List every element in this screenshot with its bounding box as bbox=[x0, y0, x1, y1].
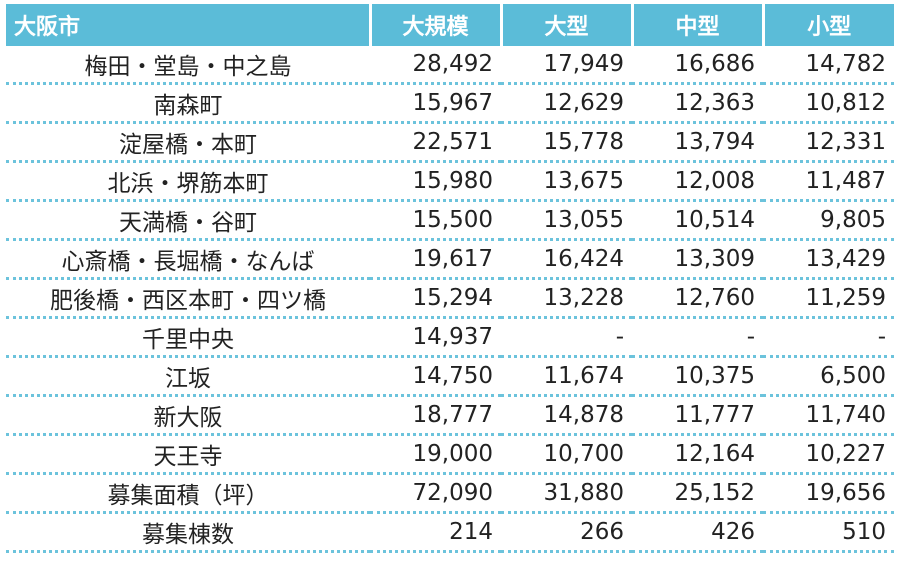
value-cell: 15,778 bbox=[501, 122, 632, 163]
value-cell: 13,794 bbox=[632, 122, 763, 163]
value-cell: 14,782 bbox=[763, 46, 894, 85]
header-cell: 小型 bbox=[761, 4, 894, 46]
value-cell: 14,878 bbox=[501, 395, 632, 436]
value-cell: 9,805 bbox=[763, 200, 894, 241]
value-cell: 14,750 bbox=[370, 356, 501, 397]
row-label: 募集棟数 bbox=[6, 512, 370, 553]
value-cell: - bbox=[501, 317, 632, 358]
value-cell: 15,980 bbox=[370, 161, 501, 202]
value-cell: 17,949 bbox=[501, 46, 632, 85]
table-row: 千里中央 14,937- - - bbox=[6, 317, 894, 358]
value-cell: 266 bbox=[501, 512, 632, 553]
value-cell: 12,331 bbox=[763, 122, 894, 163]
table-row: 淀屋橋・本町 22,571 15,778 13,794 12,331 bbox=[6, 122, 894, 163]
value-cell: 16,686 bbox=[632, 46, 763, 85]
row-label: 募集面積（坪） bbox=[6, 473, 370, 514]
table-row: 天王寺 19,000 10,700 12,164 10,227 bbox=[6, 434, 894, 475]
value-cell: 19,000 bbox=[370, 434, 501, 475]
value-cell: 22,571 bbox=[370, 122, 501, 163]
value-cell: - bbox=[763, 317, 894, 358]
value-cell: 14,937 bbox=[370, 317, 501, 358]
table-container: 大阪市 大規模 大型 中型 小型 梅田・堂島・中之島 28,492 17,949 16,686… bbox=[6, 4, 894, 553]
table-row: 天満橋・谷町 15,500 13,055 10,514 9,805 bbox=[6, 200, 894, 241]
value-cell: 12,760 bbox=[632, 278, 763, 319]
value-cell: 510 bbox=[763, 512, 894, 553]
value-cell: 28,492 bbox=[370, 46, 501, 85]
value-cell: 11,674 bbox=[501, 356, 632, 397]
value-cell: 12,008 bbox=[632, 161, 763, 202]
value-cell: 13,309 bbox=[632, 239, 763, 280]
value-cell: 10,700 bbox=[501, 434, 632, 475]
value-cell: 10,227 bbox=[763, 434, 894, 475]
row-label: 梅田・堂島・中之島 bbox=[6, 46, 370, 85]
table-row: 募集棟数 214 266 426 510 bbox=[6, 512, 894, 553]
value-cell: 13,675 bbox=[501, 161, 632, 202]
value-cell: - bbox=[632, 317, 763, 358]
value-cell: 15,294 bbox=[370, 278, 501, 319]
row-label: 天満橋・谷町 bbox=[6, 200, 370, 241]
row-label: 天王寺 bbox=[6, 434, 370, 475]
table-row: 肥後橋・西区本町・四ツ橋 15,294 13,228 12,760 11,259 bbox=[6, 278, 894, 319]
row-label: 心斎橋・長堀橋・なんば bbox=[6, 239, 370, 280]
value-cell: 12,164 bbox=[632, 434, 763, 475]
table-row: 新大阪 18,777 14,878 11,777 11,740 bbox=[6, 395, 894, 436]
table-row: 北浜・堺筋本町 15,980 13,675 12,008 11,487 bbox=[6, 161, 894, 202]
row-label: 北浜・堺筋本町 bbox=[6, 161, 370, 202]
header-row: 大阪市 大規模 大型 中型 小型 bbox=[6, 4, 894, 46]
value-cell: 18,777 bbox=[370, 395, 501, 436]
value-cell: 12,629 bbox=[501, 83, 632, 124]
value-cell: 11,740 bbox=[763, 395, 894, 436]
value-cell: 426 bbox=[632, 512, 763, 553]
value-cell: 13,055 bbox=[501, 200, 632, 241]
value-cell: 214 bbox=[370, 512, 501, 553]
value-cell: 31,880 bbox=[501, 473, 632, 514]
value-cell: 25,152 bbox=[632, 473, 763, 514]
value-cell: 11,259 bbox=[763, 278, 894, 319]
header-cell: 大規模 bbox=[368, 4, 501, 46]
value-cell: 12,363 bbox=[632, 83, 763, 124]
table-row: 募集面積（坪） 72,090 31,880 25,152 19,656 bbox=[6, 473, 894, 514]
value-cell: 10,812 bbox=[763, 83, 894, 124]
value-cell: 10,514 bbox=[632, 200, 763, 241]
value-cell: 15,967 bbox=[370, 83, 501, 124]
data-table: 大阪市 大規模 大型 中型 小型 梅田・堂島・中之島 28,492 17,949 16,686… bbox=[6, 4, 894, 553]
value-cell: 11,487 bbox=[763, 161, 894, 202]
row-label: 肥後橋・西区本町・四ツ橋 bbox=[6, 278, 370, 319]
value-cell: 13,429 bbox=[763, 239, 894, 280]
row-label: 千里中央 bbox=[6, 317, 370, 358]
table-row: 心斎橋・長堀橋・なんば 19,617 16,424 13,309 13,429 bbox=[6, 239, 894, 280]
value-cell: 6,500 bbox=[763, 356, 894, 397]
value-cell: 15,500 bbox=[370, 200, 501, 241]
table-body: 梅田・堂島・中之島 28,492 17,949 16,686 14,782 南森町 15,9… bbox=[6, 46, 894, 553]
value-cell: 19,656 bbox=[763, 473, 894, 514]
value-cell: 16,424 bbox=[501, 239, 632, 280]
row-label: 新大阪 bbox=[6, 395, 370, 436]
table-row: 南森町 15,967 12,629 12,363 10,812 bbox=[6, 83, 894, 124]
value-cell: 10,375 bbox=[632, 356, 763, 397]
value-cell: 11,777 bbox=[632, 395, 763, 436]
row-label: 淀屋橋・本町 bbox=[6, 122, 370, 163]
value-cell: 72,090 bbox=[370, 473, 501, 514]
header-cell: 中型 bbox=[630, 4, 763, 46]
row-label: 江坂 bbox=[6, 356, 370, 397]
row-label: 南森町 bbox=[6, 83, 370, 124]
header-cell: 大阪市 bbox=[6, 4, 370, 46]
value-cell: 13,228 bbox=[501, 278, 632, 319]
table-row: 梅田・堂島・中之島 28,492 17,949 16,686 14,782 bbox=[6, 46, 894, 85]
value-cell: 19,617 bbox=[370, 239, 501, 280]
table-row: 江坂 14,750 11,674 10,375 6,500 bbox=[6, 356, 894, 397]
header-cell: 大型 bbox=[499, 4, 632, 46]
